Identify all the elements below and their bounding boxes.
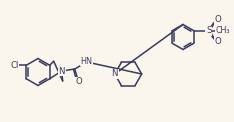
Text: N: N bbox=[111, 70, 118, 78]
Text: O: O bbox=[214, 37, 221, 46]
Text: Cl: Cl bbox=[10, 61, 18, 70]
Text: O: O bbox=[214, 15, 221, 24]
Text: HN: HN bbox=[81, 56, 93, 66]
Text: CH₃: CH₃ bbox=[216, 26, 230, 35]
Text: S: S bbox=[206, 26, 212, 35]
Text: O: O bbox=[75, 77, 82, 86]
Text: N: N bbox=[58, 66, 65, 76]
